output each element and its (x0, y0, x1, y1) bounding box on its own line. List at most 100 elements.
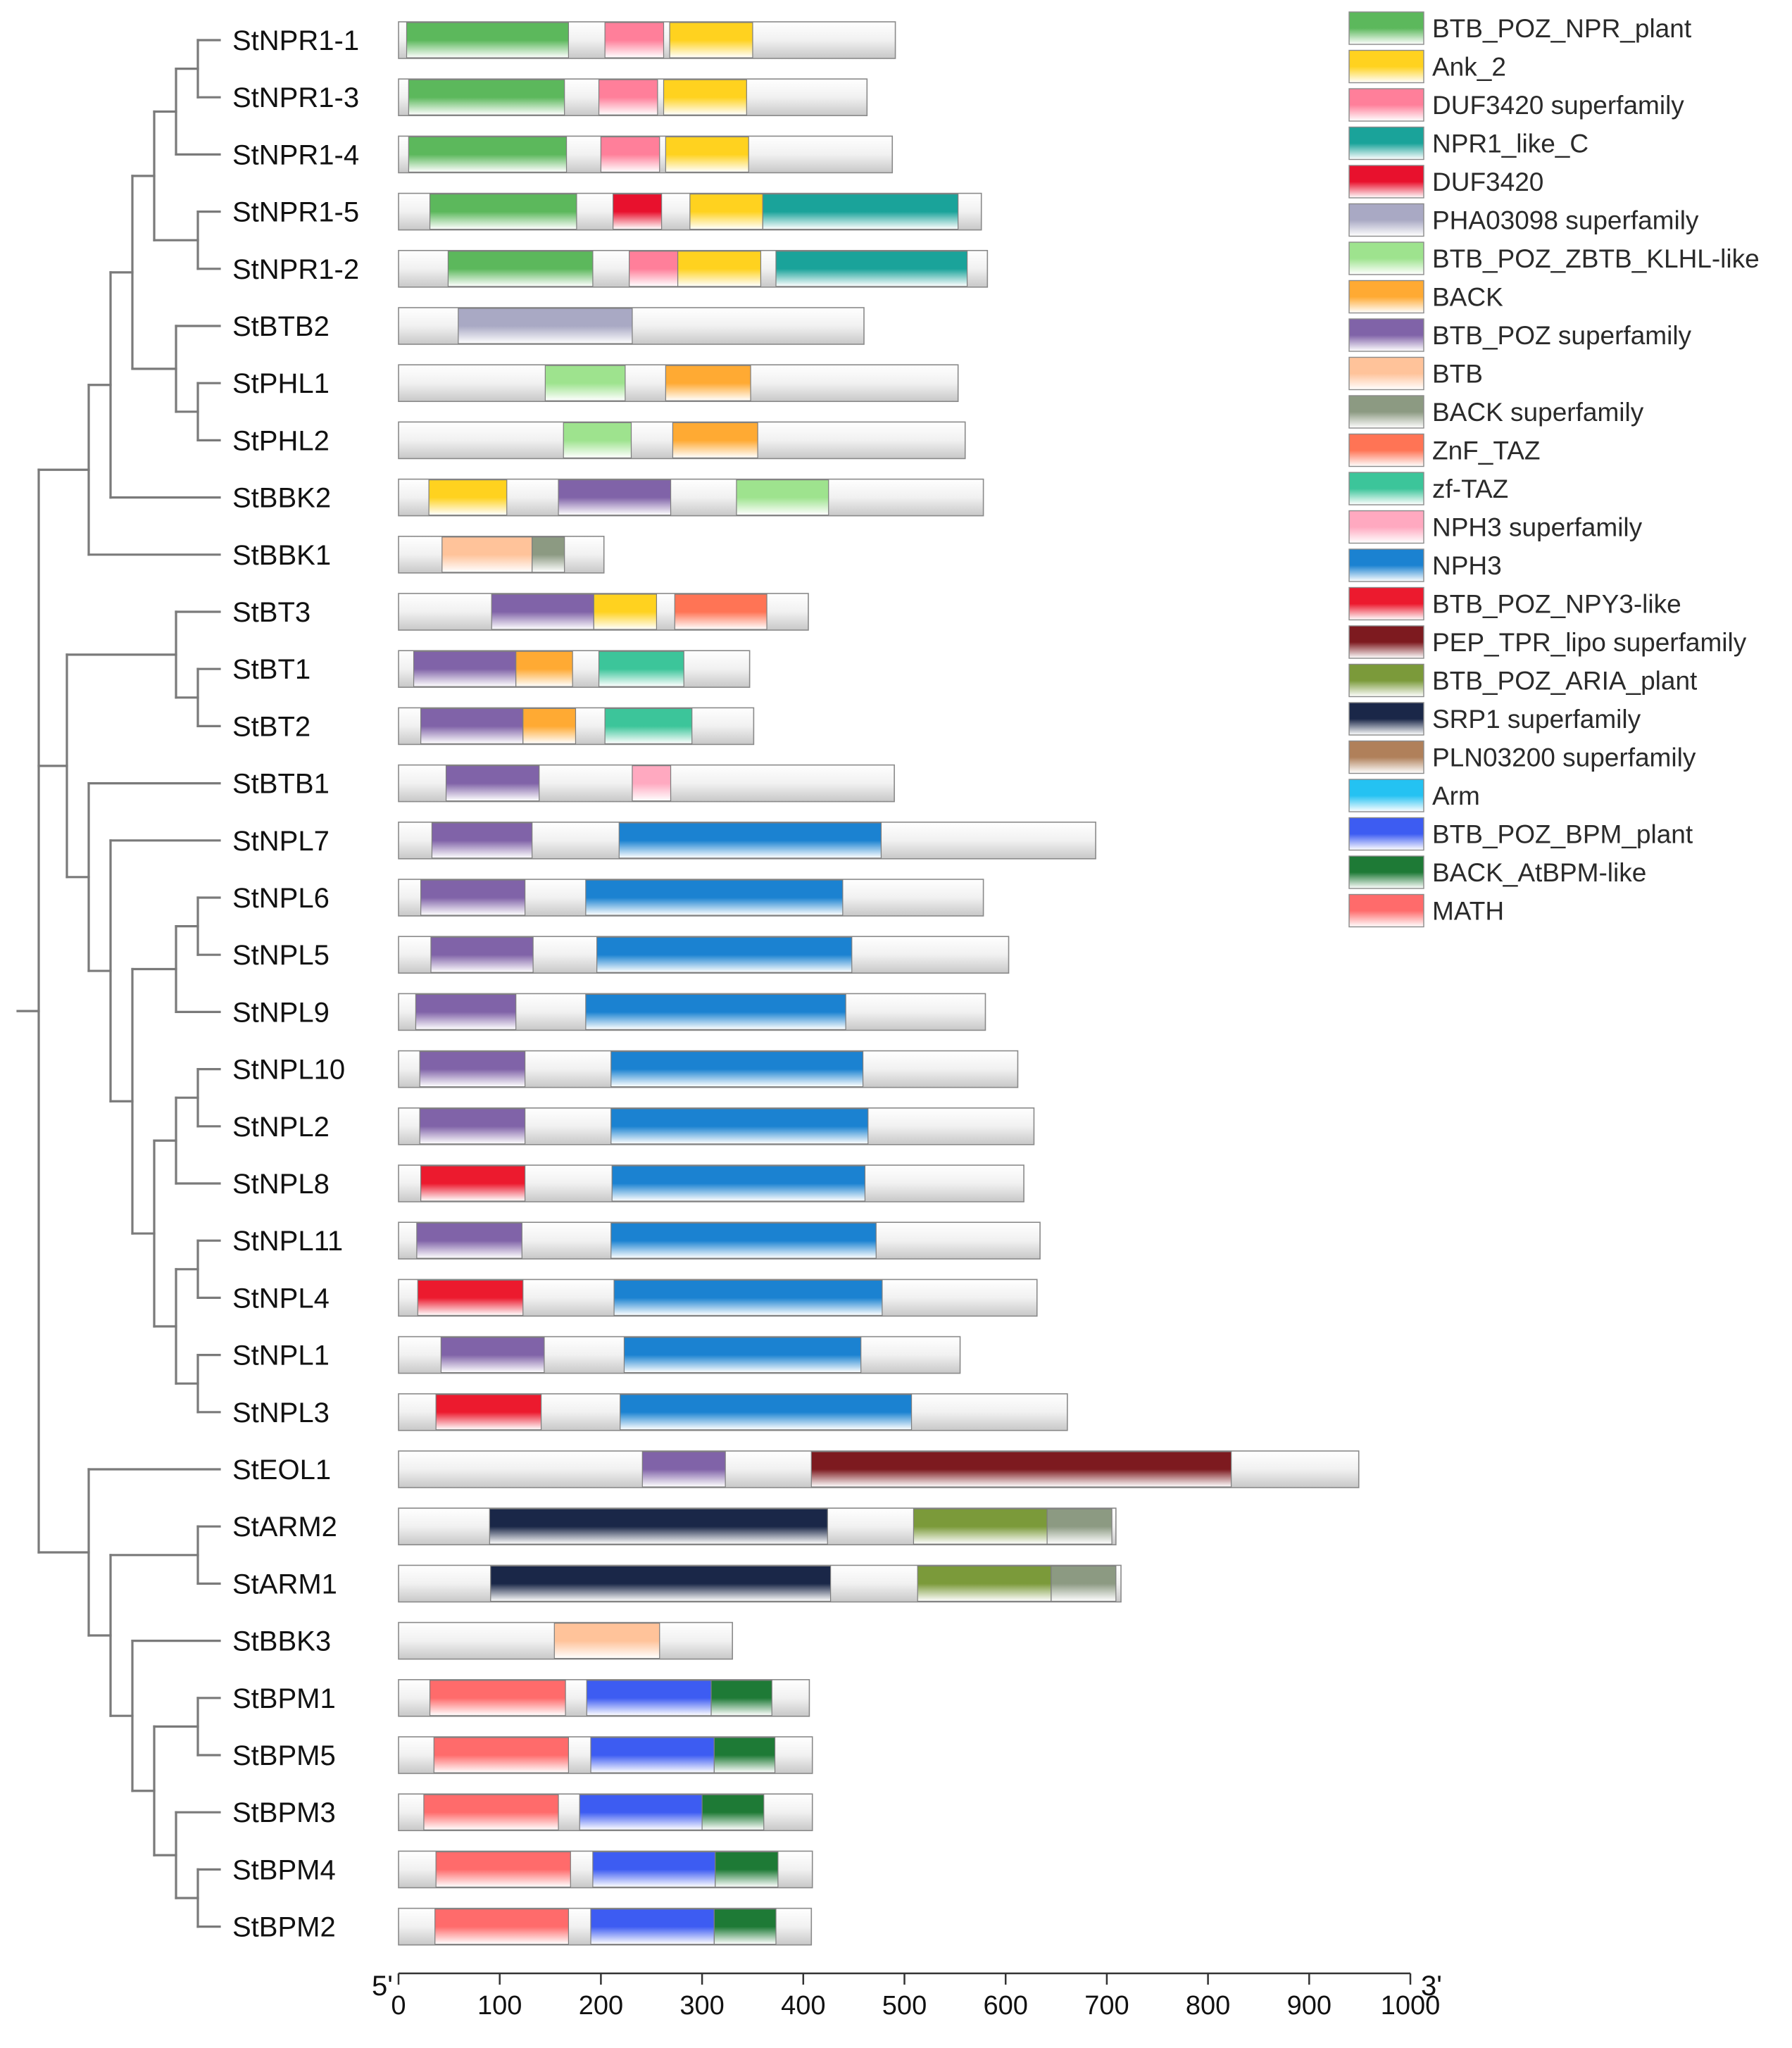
legend-label: NPH3 superfamily (1432, 513, 1643, 542)
domain-math (435, 1851, 571, 1887)
axis-tick-label: 1000 (1381, 1991, 1441, 2021)
legend-item-btb-poz-npy3-like: BTB_POZ_NPY3-like (1348, 586, 1681, 621)
gene-label-stnpr1-3: StNPR1-3 (232, 82, 359, 113)
legend-swatch (1348, 433, 1424, 467)
legend-label: DUF3420 superfamily (1432, 91, 1684, 120)
domain-math (423, 1794, 559, 1830)
protein-stnpr1-2 (398, 249, 989, 288)
domain-back (515, 651, 573, 687)
protein-starm1 (398, 1564, 1122, 1603)
domain-btb-poz-superfamily (431, 822, 533, 859)
gene-label-stphl1: StPHL1 (232, 368, 330, 399)
domain-btb-poz-npy3-like (435, 1394, 542, 1431)
gene-label-stnpl9: StNPL9 (232, 997, 330, 1028)
domain-btb-poz-npy3-like (420, 1165, 526, 1202)
axis-tick-label: 100 (477, 1991, 522, 2021)
legend-label: NPR1_like_C (1432, 130, 1589, 158)
protein-stbt3 (398, 593, 809, 631)
domain-back-atbpm-like (710, 1680, 772, 1716)
gene-label-stbtb2: StBTB2 (232, 311, 330, 342)
legend-item-btb-poz-npr-plant: BTB_POZ_NPR_plant (1348, 11, 1692, 45)
legend-label: zf-TAZ (1432, 475, 1508, 503)
domain-duf3420-superfamily (598, 79, 658, 115)
domain-nph3 (585, 879, 844, 916)
domain-math (434, 1909, 570, 1945)
domain-pep-tpr-lipo-superfamily (810, 1451, 1232, 1488)
axis-start-label: 5' (372, 1971, 393, 2002)
legend-label: BTB_POZ_ARIA_plant (1432, 667, 1698, 696)
gene-label-steol1: StEOL1 (232, 1455, 331, 1485)
domain-math (429, 1680, 566, 1716)
domain-ank-2 (663, 79, 747, 115)
domain-ank-2 (593, 593, 658, 630)
protein-stbpm4 (398, 1850, 813, 1889)
legend-label: BTB_POZ superfamily (1432, 321, 1692, 350)
phylogenetic-tree (16, 39, 221, 1928)
legend-label: Ank_2 (1432, 53, 1506, 82)
legend-swatch (1348, 49, 1424, 84)
gene-label-stbpm4: StBPM4 (232, 1854, 336, 1885)
legend-swatch (1348, 395, 1424, 429)
domain-btb-poz-npr-plant (406, 22, 570, 58)
legend-swatch (1348, 165, 1424, 199)
legend-swatch (1348, 625, 1424, 659)
domain-btb-poz-npr-plant (447, 251, 594, 287)
gene-label-stbbk2: StBBK2 (232, 483, 331, 514)
domain-btb-poz-superfamily (420, 708, 524, 745)
protein-stnpl9 (398, 993, 986, 1031)
axis-tick-label: 200 (579, 1991, 623, 2021)
gene-label-stnpl6: StNPL6 (232, 883, 330, 914)
legend-swatch (1348, 817, 1424, 851)
domain-btb-poz-bpm-plant (592, 1851, 716, 1887)
gene-label-stnpl10: StNPL10 (232, 1055, 345, 1086)
domain-nph3 (610, 1050, 864, 1088)
legend-label: BACK superfamily (1432, 398, 1644, 427)
domain-btb-poz-npy3-like (417, 1279, 524, 1317)
protein-tracks (398, 21, 1360, 1946)
gene-label-stbtb1: StBTB1 (232, 769, 330, 800)
legend-item-zf-taz: zf-TAZ (1348, 472, 1508, 505)
domain-btb-poz-superfamily (416, 1222, 522, 1259)
domain-srp1-superfamily (489, 1508, 828, 1545)
axis-tick-label: 900 (1287, 1991, 1332, 2021)
legend-item-nph3: NPH3 (1348, 548, 1502, 582)
axis-tick-label: 700 (1084, 1991, 1129, 2021)
domain-btb (553, 1623, 660, 1659)
domain-btb-poz-npr-plant (408, 136, 568, 172)
protein-steol1 (398, 1450, 1360, 1488)
domain-btb-poz-zbtb-klhl-like (544, 365, 626, 401)
gene-label-starm1: StARM1 (232, 1569, 337, 1600)
domain-srp1-superfamily (490, 1565, 832, 1602)
domain-btb-poz-aria-plant (917, 1565, 1052, 1602)
legend-item-nph3-superfamily: NPH3 superfamily (1348, 510, 1643, 544)
domain-btb-poz-bpm-plant (586, 1680, 712, 1716)
legend-item-btb-poz-aria-plant: BTB_POZ_ARIA_plant (1348, 663, 1698, 698)
domain-back-superfamily (532, 536, 565, 573)
legend-label: PEP_TPR_lipo superfamily (1432, 628, 1747, 657)
domain-nph3 (618, 822, 882, 859)
axis-tick-label: 0 (391, 1991, 406, 2021)
protein-stnpl8 (398, 1164, 1025, 1202)
domain-btb-poz-bpm-plant (590, 1737, 715, 1773)
gene-label-stbt3: StBT3 (232, 597, 311, 628)
legend-swatch (1348, 88, 1424, 122)
legend-item-ank-2: Ank_2 (1348, 49, 1506, 84)
gene-label-stnpl2: StNPL2 (232, 1112, 330, 1143)
gene-label-stbt2: StBT2 (232, 711, 311, 742)
domain-nph3 (610, 1222, 877, 1259)
gene-label-stbpm5: StBPM5 (232, 1740, 336, 1771)
axis-tick-label: 600 (983, 1991, 1027, 2021)
domain-btb (441, 536, 533, 573)
domain-duf3420-superfamily (600, 136, 660, 172)
legend-swatch (1348, 663, 1424, 698)
domain-btb-poz-npr-plant (429, 194, 577, 230)
domain-back-atbpm-like (713, 1909, 777, 1945)
protein-stphl1 (398, 364, 959, 403)
domain-ank-2 (428, 479, 508, 516)
legend-label: BACK (1432, 283, 1503, 312)
domain-math (433, 1737, 570, 1773)
protein-stnpl3 (398, 1393, 1068, 1431)
legend-item-back-atbpm-like: BACK_AtBPM-like (1348, 855, 1646, 889)
domain-nph3 (610, 1108, 869, 1145)
legend-label: BTB (1432, 360, 1483, 389)
